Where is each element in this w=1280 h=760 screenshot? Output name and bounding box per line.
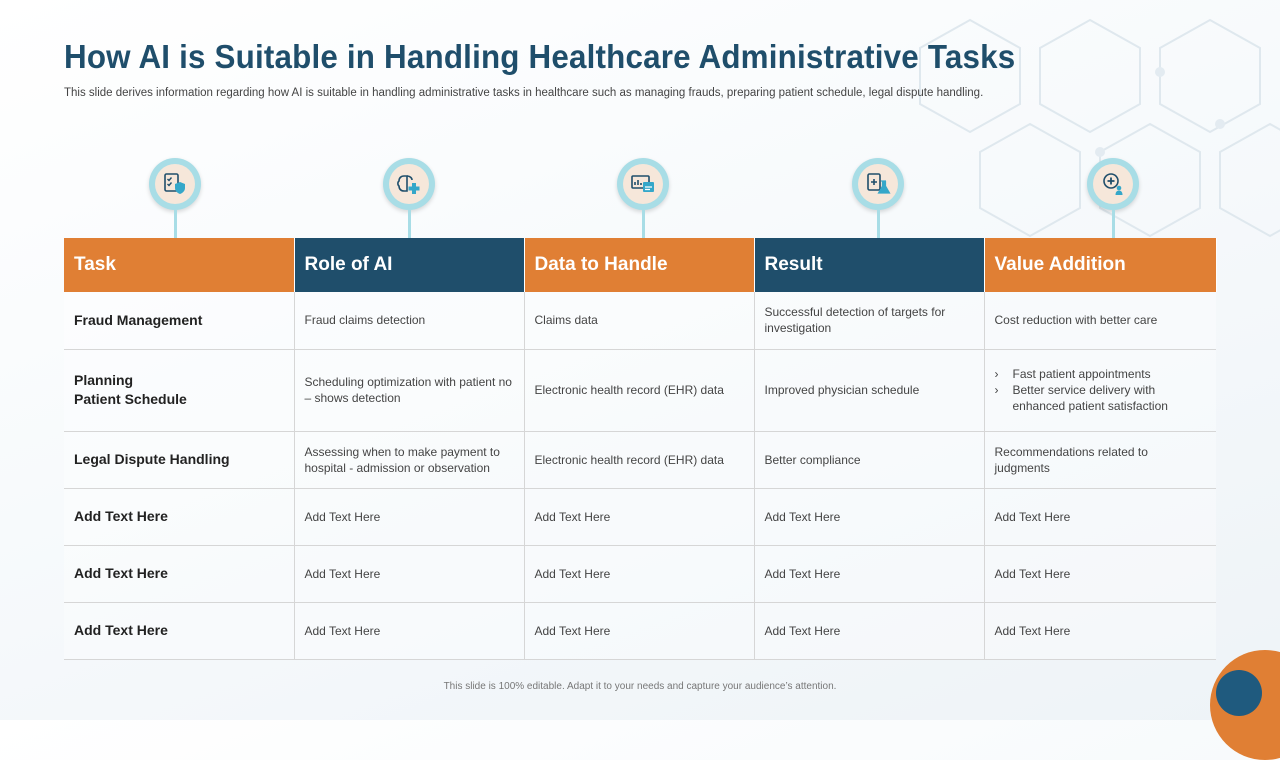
header-result: Result — [754, 238, 985, 292]
bullet-item: › Fast patient appointments — [995, 366, 1207, 382]
result-cell: Add Text Here — [754, 488, 985, 546]
page-subtitle: This slide derives information regarding… — [64, 87, 984, 99]
role-cell: Fraud claims detection — [294, 292, 525, 350]
icon-pin-result — [852, 158, 910, 238]
bullet-item: › Better service delivery with enhanced … — [995, 382, 1207, 414]
bullet-marker: › — [994, 383, 999, 397]
bullet-text: Fast patient appointments — [1012, 367, 1151, 381]
icon-pin-value — [1087, 158, 1145, 238]
data-cell: Electronic health record (EHR) data — [524, 349, 755, 432]
footer-note: This slide is 100% editable. Adapt it to… — [443, 681, 837, 692]
header-value-addition: Value Addition — [984, 238, 1217, 292]
role-cell: Assessing when to make payment to hospit… — [294, 431, 525, 489]
icon-pin-data — [617, 158, 675, 238]
value-cell: Cost reduction with better care — [984, 292, 1216, 350]
table-header-row: Task Role of AI Data to Handle Result Va… — [64, 238, 1217, 292]
table-row: Planning Patient Schedule Scheduling opt… — [64, 349, 1216, 432]
task-line: Planning — [74, 372, 134, 388]
task-cell: Add Text Here — [64, 488, 295, 546]
table-row: Legal Dispute Handling Assessing when to… — [64, 431, 1216, 489]
role-cell: Add Text Here — [294, 602, 525, 660]
corner-decoration-blue — [1216, 670, 1262, 716]
ai-tasks-table: Task Role of AI Data to Handle Result Va… — [64, 238, 1217, 660]
data-cell: Electronic health record (EHR) data — [524, 431, 755, 489]
task-cell: Fraud Management — [64, 292, 295, 350]
value-cell: Add Text Here — [984, 488, 1216, 546]
bullet-marker: › — [994, 367, 999, 381]
role-cell: Add Text Here — [294, 488, 525, 546]
table-row: Add Text Here Add Text Here Add Text Her… — [64, 602, 1216, 660]
data-cell: Add Text Here — [524, 488, 755, 546]
value-cell: › Fast patient appointments › Better ser… — [984, 349, 1216, 432]
result-cell: Improved physician schedule — [754, 349, 985, 432]
table-row: Fraud Management Fraud claims detection … — [64, 292, 1216, 350]
header-task: Task — [64, 238, 295, 292]
computer-chart-icon — [631, 175, 654, 192]
header-data-to-handle: Data to Handle — [524, 238, 755, 292]
task-cell: Add Text Here — [64, 545, 295, 603]
page-title: How AI is Suitable in Handling Healthcar… — [64, 38, 1016, 75]
brain-medical-icon — [397, 175, 420, 194]
value-cell: Add Text Here — [984, 545, 1216, 603]
data-cell: Claims data — [524, 292, 755, 350]
task-cell: Planning Patient Schedule — [64, 349, 295, 432]
data-cell: Add Text Here — [524, 545, 755, 603]
task-cell: Legal Dispute Handling — [64, 431, 295, 489]
table-row: Add Text Here Add Text Here Add Text Her… — [64, 545, 1216, 603]
result-cell: Add Text Here — [754, 545, 985, 603]
bullet-text: Better service delivery with enhanced pa… — [1012, 383, 1168, 413]
medical-flask-icon — [867, 173, 891, 194]
value-cell: Add Text Here — [984, 602, 1216, 660]
icon-pin-role — [383, 158, 441, 238]
header-role-of-ai: Role of AI — [294, 238, 525, 292]
checklist-shield-icon — [164, 173, 185, 194]
data-cell: Add Text Here — [524, 602, 755, 660]
result-cell: Successful detection of targets for inve… — [754, 292, 985, 350]
result-cell: Better compliance — [754, 431, 985, 489]
icon-pin-task — [149, 158, 207, 238]
task-line: Patient Schedule — [74, 391, 187, 407]
result-cell: Add Text Here — [754, 602, 985, 660]
role-cell: Scheduling optimization with patient no … — [294, 349, 525, 432]
value-cell: Recommendations related to judgments — [984, 431, 1216, 489]
table-row: Add Text Here Add Text Here Add Text Her… — [64, 488, 1216, 546]
task-cell: Add Text Here — [64, 602, 295, 660]
health-people-icon — [1103, 173, 1123, 195]
role-cell: Add Text Here — [294, 545, 525, 603]
